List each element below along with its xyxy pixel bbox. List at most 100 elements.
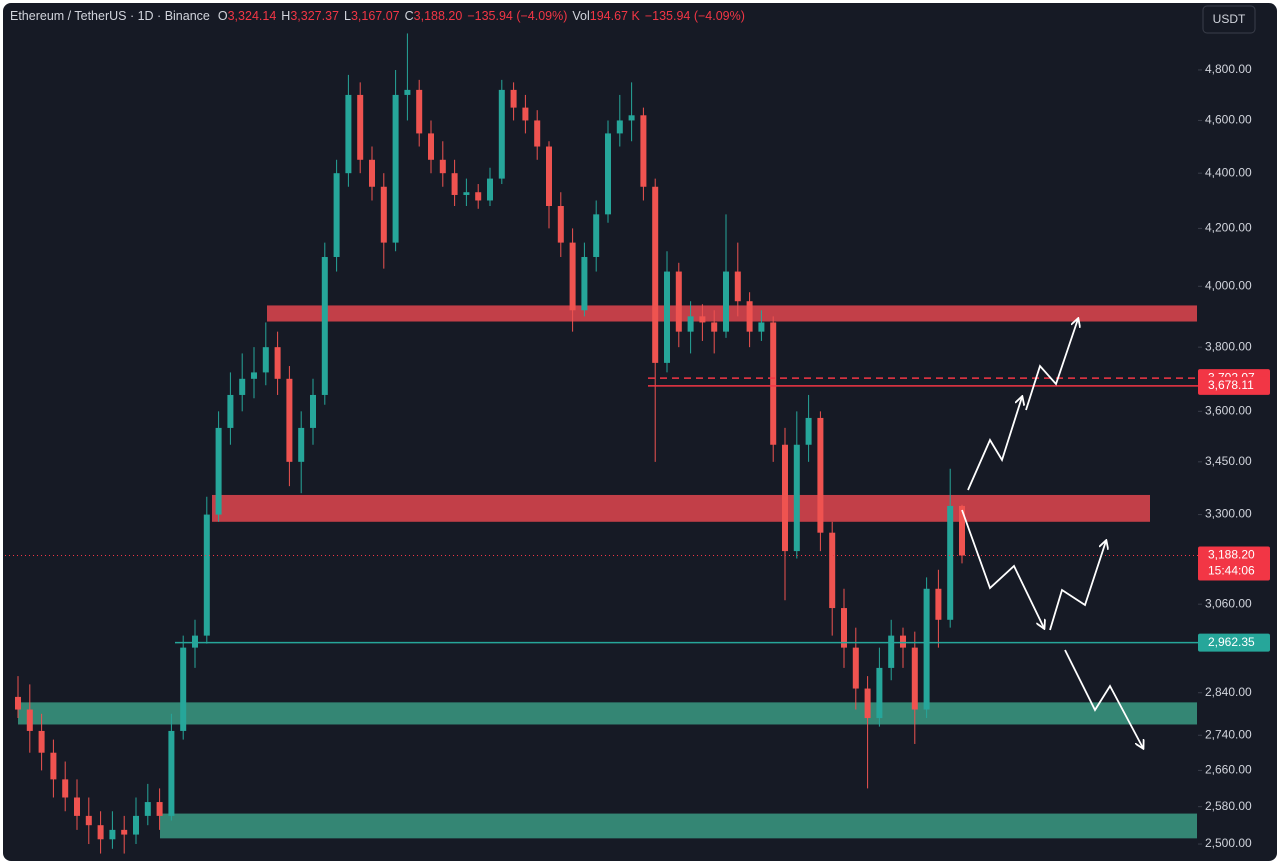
y-tick-label: 3,060.00 — [1205, 596, 1252, 610]
legend-label: Vol — [572, 9, 590, 23]
candle-body — [581, 256, 588, 311]
projection-arrows — [961, 319, 1143, 748]
candle-body — [911, 647, 918, 710]
legend-value: −135.94 (−4.09%) — [467, 9, 568, 23]
candle-body — [133, 815, 139, 835]
candle-body — [557, 206, 564, 243]
candle-body — [74, 797, 80, 816]
y-tick-label: 2,840.00 — [1205, 685, 1252, 699]
candle-body — [168, 730, 175, 816]
candle-body — [546, 146, 552, 207]
candle-body — [734, 271, 741, 302]
candle-body — [109, 829, 116, 840]
price-tag — [1198, 546, 1270, 581]
candle-body — [628, 115, 635, 121]
candle-body — [605, 133, 611, 215]
price-tag — [1198, 376, 1270, 395]
symbol: Ethereum / TetherUS · 1D · Binance — [10, 9, 210, 23]
candle-body — [321, 256, 328, 395]
y-tick-label: 3,300.00 — [1205, 507, 1252, 521]
candle-body — [463, 192, 470, 195]
candle-body — [947, 505, 954, 620]
candle-body — [439, 159, 446, 174]
candle-body — [699, 316, 706, 323]
candle-body — [534, 120, 541, 147]
y-tick-label: 2,580.00 — [1205, 799, 1252, 813]
candle-body — [498, 89, 505, 179]
y-tick-label: 3,800.00 — [1205, 339, 1252, 353]
price-tag-label: 2,962.35 — [1208, 635, 1255, 649]
candle-body — [310, 394, 316, 428]
candle-body — [38, 730, 45, 753]
candle-body — [923, 588, 930, 710]
candle-body — [262, 347, 269, 373]
zone — [212, 494, 1150, 522]
candle-body — [26, 709, 33, 731]
candle-body — [876, 667, 883, 719]
legend-label: C — [404, 9, 414, 23]
candle-body — [793, 444, 800, 552]
zone — [18, 702, 1197, 725]
legend-value: 3,327.37 — [290, 9, 339, 23]
candle-body — [85, 815, 92, 826]
y-tick-label: 4,600.00 — [1205, 113, 1252, 127]
y-tick-label: 4,400.00 — [1205, 165, 1252, 179]
chart-background — [3, 3, 1277, 861]
y-tick-label: 3,600.00 — [1205, 403, 1252, 417]
candle-body — [357, 94, 364, 160]
candle-body — [97, 825, 104, 840]
candle-body — [723, 271, 729, 332]
candle-body — [652, 186, 659, 363]
y-tick-label: 2,740.00 — [1205, 727, 1252, 741]
legend-label: H — [281, 9, 291, 23]
candle-body — [888, 635, 895, 668]
candle-body — [817, 417, 824, 533]
candle-body — [298, 427, 305, 462]
candle-body — [345, 94, 352, 174]
price-tag — [1198, 633, 1270, 652]
candle-body — [180, 647, 187, 731]
candle-body — [144, 802, 151, 816]
zone — [267, 305, 1197, 322]
candle-body — [805, 417, 812, 445]
candle-body — [428, 133, 434, 160]
candle-body — [675, 271, 682, 332]
candle-body — [746, 301, 753, 332]
arrow — [1049, 541, 1106, 631]
candle-body — [864, 688, 871, 719]
price-tag-label: 3,188.20 — [1208, 548, 1255, 562]
zone — [160, 813, 1197, 839]
candle-body — [640, 115, 647, 187]
arrow — [967, 397, 1022, 491]
y-tick-label: 4,200.00 — [1205, 221, 1252, 235]
y-axis: 4,800.00 4,600.00 4,400.00 4,200.00 4,000.00… — [1198, 62, 1270, 850]
candle-body — [203, 514, 210, 636]
candle-body — [50, 752, 57, 780]
price-tag-sublabel: 15:44:06 — [1208, 564, 1255, 578]
candle-body — [475, 192, 482, 201]
candle-body — [711, 322, 718, 332]
price-tag-label: 3,678.11 — [1208, 378, 1254, 392]
candle-body — [770, 322, 777, 445]
candle-body — [62, 779, 69, 798]
candle-body — [251, 372, 257, 379]
arrow — [961, 509, 1044, 628]
candle-body — [782, 444, 788, 552]
legend-value: 3,167.07 — [350, 9, 400, 23]
candle-body — [392, 94, 399, 243]
candle-body — [900, 635, 906, 648]
candle-body — [841, 608, 847, 648]
candle-body — [687, 316, 694, 332]
currency-button[interactable] — [1202, 5, 1256, 34]
candle-body — [15, 696, 21, 710]
candle-body — [227, 394, 234, 428]
candle-body — [935, 588, 942, 620]
y-tick-label: 2,500.00 — [1205, 836, 1252, 850]
candle-body — [487, 178, 493, 201]
candle-body — [156, 802, 163, 816]
candle-body — [616, 120, 623, 134]
candles — [15, 33, 965, 854]
legend-label: L — [343, 9, 351, 23]
